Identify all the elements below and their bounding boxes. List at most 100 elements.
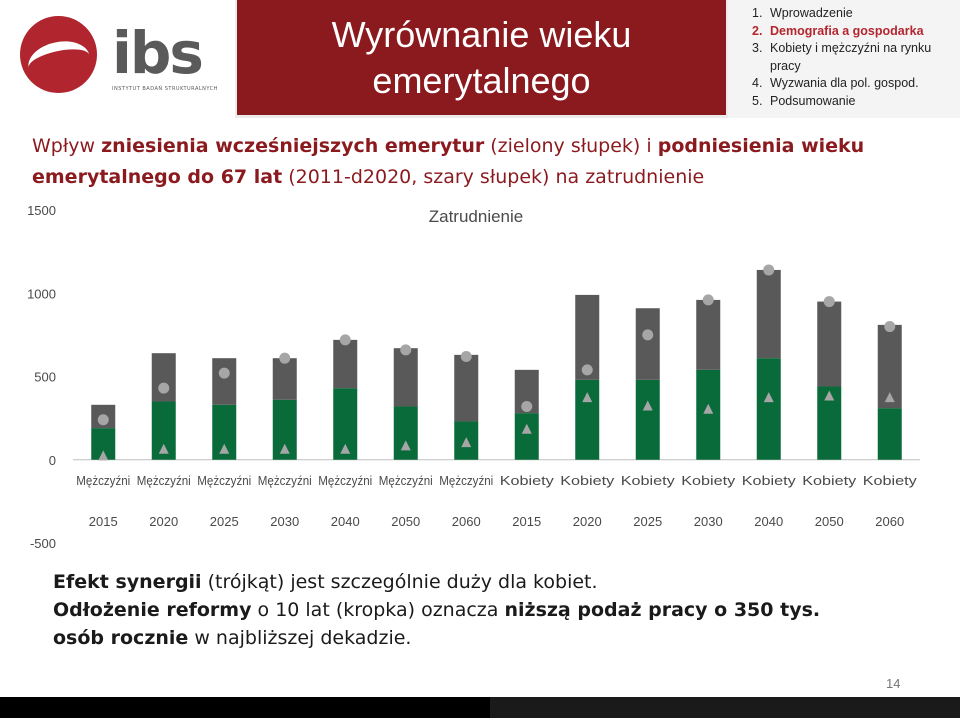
bar-gray: [393, 348, 418, 407]
triangle-marker: [340, 443, 351, 454]
x-year-label: 2015: [512, 514, 541, 529]
caption: Efekt synergii (trójkąt) jest szczególni…: [53, 568, 820, 652]
triangle-marker: [219, 443, 230, 454]
x-category-label: Mężczyźni: [439, 473, 493, 488]
triangle-marker: [521, 423, 532, 434]
bar-green: [514, 413, 539, 460]
caption-line-3: osób rocznie w najbliższej dekadzie.: [53, 627, 412, 649]
x-category-label: Kobiety: [863, 473, 918, 488]
x-category-label: Mężczyźni: [76, 473, 130, 488]
x-year-label: 2050: [815, 514, 844, 529]
dot-marker: [521, 400, 533, 412]
triangle-marker: [582, 392, 593, 403]
triangle-marker: [824, 390, 835, 401]
x-year-label: 2030: [694, 514, 723, 529]
dot-marker: [884, 321, 896, 333]
dot-marker: [158, 382, 170, 394]
dot-marker: [823, 296, 835, 308]
chart-title: Zatrudnienie: [429, 207, 524, 226]
y-tick-label: 1500: [27, 203, 56, 218]
triangle-marker: [642, 400, 653, 411]
dot-marker: [218, 367, 230, 379]
dot-marker: [581, 364, 593, 376]
triangle-marker: [763, 392, 774, 403]
bar-gray: [272, 358, 297, 400]
triangle-marker: [400, 440, 411, 451]
agenda-item-3: 3. Kobiety i mężczyźni na rynku: [752, 41, 932, 56]
agenda-item-1: 1. Wprowadzenie: [752, 6, 853, 20]
page-number: 14: [886, 676, 901, 691]
bar-gray: [817, 301, 842, 387]
bar-gray: [212, 358, 237, 405]
dot-marker: [702, 294, 714, 306]
x-year-label: 2025: [633, 514, 662, 529]
agenda-list: 1. Wprowadzenie 2. Demografia a gospodarka…: [752, 5, 931, 111]
bar-gray: [696, 299, 721, 370]
triangle-marker: [884, 392, 895, 403]
x-year-label: 2060: [875, 514, 904, 529]
logo-text: ibs: [112, 19, 204, 87]
x-year-label: 2050: [391, 514, 420, 529]
x-year-label: 2060: [452, 514, 481, 529]
x-year-label: 2020: [573, 514, 602, 529]
x-year-label: 2025: [210, 514, 239, 529]
agenda-item-2: 2. Demografia a gospodarka: [752, 23, 924, 38]
bar-gray: [151, 353, 176, 402]
slide-title-box: Wyrównanie wieku emerytalnego: [237, 0, 726, 115]
x-category-label: Mężczyźni: [197, 473, 251, 488]
logo: ibs INSTYTUT BADAŃ STRUKTURALNYCH: [0, 0, 235, 118]
x-category-label: Kobiety: [681, 473, 736, 488]
dot-marker: [400, 344, 412, 356]
x-year-label: 2040: [331, 514, 360, 529]
x-year-label: 2020: [149, 514, 178, 529]
y-tick-label: 1000: [27, 286, 56, 301]
agenda-item-5: 5. Podsumowanie: [752, 93, 856, 108]
slide-title-line2: emerytalnego: [372, 60, 591, 101]
x-category-label: Mężczyźni: [258, 473, 312, 488]
dot-marker: [339, 334, 351, 346]
logo-subtext: INSTYTUT BADAŃ STRUKTURALNYCH: [112, 86, 218, 92]
bar-green: [635, 379, 660, 460]
bar-green: [393, 406, 418, 460]
y-tick-label: 0: [49, 453, 56, 468]
triangle-marker: [279, 443, 290, 454]
footer-bar-left: [0, 697, 490, 718]
x-year-label: 2030: [270, 514, 299, 529]
x-category-label: Mężczyźni: [137, 473, 191, 488]
bar-gray: [635, 308, 660, 380]
bar-gray: [756, 269, 781, 359]
x-category-label: Kobiety: [802, 473, 857, 488]
x-category-label: Mężczyźni: [318, 473, 372, 488]
dot-marker: [642, 329, 654, 341]
slide-subtitle: Wpływ zniesienia wcześniejszych emerytur…: [32, 135, 865, 188]
x-category-label: Kobiety: [742, 473, 797, 488]
x-category-label: Mężczyźni: [379, 473, 433, 488]
logo-mark: [20, 16, 97, 93]
caption-line-2: Odłożenie reformy o 10 lat (kropka) ozna…: [53, 599, 821, 621]
caption-line-1: Efekt synergii (trójkąt) jest szczególni…: [53, 571, 598, 593]
triangle-marker: [461, 437, 472, 448]
employment-chart: -500 0 500 1000 1500 Zatrudnienie Mężczyźni 201…: [27, 203, 920, 551]
dot-marker: [97, 414, 109, 426]
bar-green: [575, 379, 600, 460]
triangle-marker: [98, 450, 109, 461]
bar-gray: [454, 354, 479, 422]
dot-marker: [460, 351, 472, 363]
y-tick-label: -500: [30, 536, 56, 551]
x-category-label: Kobiety: [500, 473, 555, 488]
slide-title-line1: Wyrównanie wieku: [331, 14, 632, 55]
x-year-label: 2015: [89, 514, 118, 529]
triangle-marker: [703, 403, 714, 414]
triangle-marker: [158, 443, 169, 454]
bar-gray: [333, 339, 358, 389]
x-category-label: Kobiety: [560, 473, 615, 488]
bar-green: [756, 358, 781, 460]
bar-green: [696, 369, 721, 460]
y-tick-label: 500: [34, 370, 56, 385]
agenda-item-4: 4. Wyzwania dla pol. gospod.: [752, 76, 919, 91]
x-category-label: Kobiety: [621, 473, 676, 488]
slide-title: Wyrównanie wieku emerytalnego: [237, 12, 726, 104]
agenda-box: [728, 0, 960, 118]
agenda-item-3-cont: pracy: [770, 58, 801, 73]
x-year-label: 2040: [754, 514, 783, 529]
